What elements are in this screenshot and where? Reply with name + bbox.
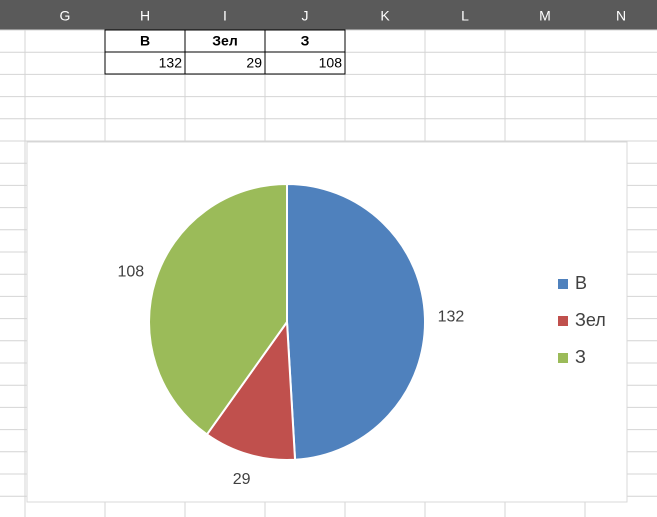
legend-swatch[interactable] bbox=[558, 279, 568, 289]
legend-label[interactable]: Зел bbox=[575, 310, 606, 330]
pie-slice[interactable] bbox=[286, 182, 426, 461]
table-value-cell[interactable]: 132 bbox=[159, 55, 183, 71]
table-header-cell[interactable]: Зел bbox=[212, 33, 237, 49]
table-value-cell[interactable]: 108 bbox=[319, 55, 343, 71]
table-header-cell[interactable]: З bbox=[301, 33, 310, 49]
column-header-bar bbox=[0, 0, 657, 30]
data-label: 108 bbox=[117, 263, 144, 280]
data-label: 29 bbox=[233, 471, 251, 488]
column-header[interactable]: L bbox=[461, 8, 469, 24]
legend-label[interactable]: З bbox=[575, 347, 586, 367]
table-header-cell[interactable]: В bbox=[140, 33, 150, 49]
column-header[interactable]: N bbox=[616, 8, 626, 24]
column-header[interactable]: K bbox=[380, 8, 390, 24]
table-cell bbox=[264, 51, 346, 75]
data-label: 132 bbox=[438, 308, 465, 325]
pie-slice[interactable] bbox=[205, 319, 297, 461]
legend-swatch[interactable] bbox=[558, 353, 568, 363]
column-header[interactable]: J bbox=[302, 8, 309, 24]
column-header[interactable]: I bbox=[223, 8, 227, 24]
pie-slice[interactable] bbox=[148, 182, 288, 436]
table-value-cell[interactable]: 29 bbox=[246, 55, 262, 71]
column-header[interactable]: G bbox=[60, 8, 71, 24]
legend-label[interactable]: В bbox=[575, 273, 587, 293]
column-header[interactable]: H bbox=[140, 8, 150, 24]
legend-swatch[interactable] bbox=[558, 316, 568, 326]
column-header[interactable]: M bbox=[539, 8, 551, 24]
